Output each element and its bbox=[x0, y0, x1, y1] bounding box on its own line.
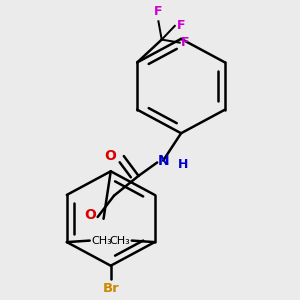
Text: F: F bbox=[154, 5, 163, 18]
Text: CH₃: CH₃ bbox=[92, 236, 112, 246]
Text: N: N bbox=[157, 154, 169, 168]
Text: CH₃: CH₃ bbox=[110, 236, 130, 246]
Text: O: O bbox=[104, 149, 116, 163]
Text: Br: Br bbox=[102, 283, 119, 296]
Text: O: O bbox=[84, 208, 96, 223]
Text: F: F bbox=[181, 36, 190, 49]
Text: H: H bbox=[178, 158, 188, 171]
Text: F: F bbox=[176, 20, 185, 32]
